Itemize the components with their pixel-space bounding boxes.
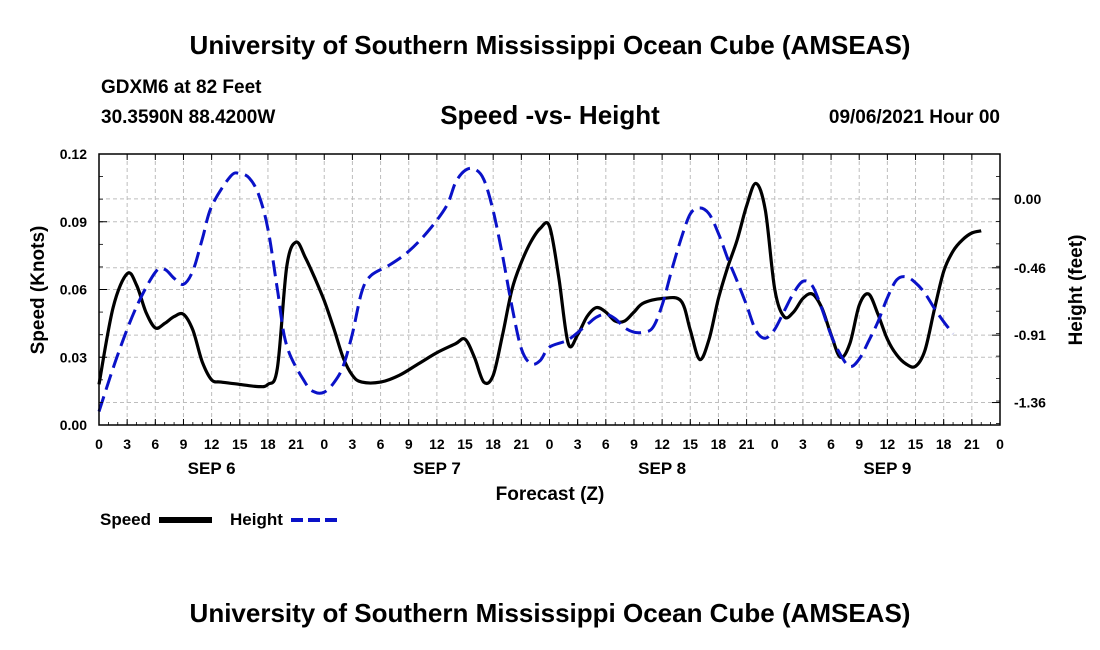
y2-tick-label: -1.36: [1014, 395, 1046, 411]
x-tick-label: 15: [232, 436, 248, 452]
legend-height-label: Height: [230, 510, 283, 529]
x-day-label: SEP 7: [413, 459, 461, 478]
y-axis-label: Speed (Knots): [28, 226, 49, 355]
height-series-line: [97, 166, 955, 412]
x-tick-label: 3: [799, 436, 807, 452]
x-tick-label: 0: [320, 436, 328, 452]
x-tick-label: 21: [514, 436, 530, 452]
x-tick-label: 12: [204, 436, 220, 452]
y-tick-label: 0.06: [60, 282, 87, 298]
x-tick-label: 18: [260, 436, 276, 452]
x-tick-label: 3: [123, 436, 131, 452]
series-layer: [97, 166, 982, 412]
x-tick-label: 12: [429, 436, 445, 452]
chart-subtitle: Speed -vs- Height: [440, 100, 660, 130]
x-tick-label: 12: [880, 436, 896, 452]
x-tick-label: 21: [288, 436, 304, 452]
x-day-label: SEP 9: [863, 459, 911, 478]
grid-layer: [99, 154, 1000, 425]
x-tick-label: 6: [827, 436, 835, 452]
y2-axis-label: Height (feet): [1066, 235, 1087, 346]
legend: Speed Height: [100, 510, 342, 529]
x-tick-label: 3: [349, 436, 357, 452]
x-axis-label: Forecast (Z): [496, 484, 605, 505]
x-day-label: SEP 8: [638, 459, 686, 478]
top-title: University of Southern Mississippi Ocean…: [189, 30, 911, 60]
x-tick-label: 9: [405, 436, 413, 452]
x-tick-label: 12: [654, 436, 670, 452]
x-tick-label: 6: [151, 436, 159, 452]
x-tick-label: 9: [855, 436, 863, 452]
x-tick-label: 0: [996, 436, 1004, 452]
x-tick-label: 9: [630, 436, 638, 452]
x-tick-label: 0: [95, 436, 103, 452]
x-tick-label: 6: [602, 436, 610, 452]
x-tick-label: 15: [457, 436, 473, 452]
bottom-title: University of Southern Mississippi Ocean…: [189, 598, 911, 628]
legend-speed-label: Speed: [100, 510, 151, 529]
x-tick-label: 18: [936, 436, 952, 452]
x-tick-label: 18: [711, 436, 727, 452]
x-tick-label: 15: [908, 436, 924, 452]
x-tick-label: 18: [485, 436, 501, 452]
x-tick-label: 6: [377, 436, 385, 452]
x-tick-label: 21: [964, 436, 980, 452]
y-tick-label: 0.00: [60, 417, 87, 433]
y-tick-label: 0.09: [60, 214, 87, 230]
x-day-label: SEP 6: [188, 459, 236, 478]
speed-series-line: [97, 181, 982, 389]
x-tick-label: 0: [771, 436, 779, 452]
x-tick-label: 15: [682, 436, 698, 452]
x-tick-label: 3: [574, 436, 582, 452]
x-tick-label: 21: [739, 436, 755, 452]
x-tick-label: 0: [546, 436, 554, 452]
y-tick-label: 0.12: [60, 146, 87, 162]
y2-tick-label: 0.00: [1014, 191, 1041, 207]
station-coordinates: 30.3590N 88.4200W: [101, 107, 276, 128]
y2-tick-label: -0.46: [1014, 260, 1046, 276]
x-tick-label: 9: [180, 436, 188, 452]
station-label: GDXM6 at 82 Feet: [101, 77, 262, 98]
ticks-layer: 0 3 6 9 12 15 18 21 0 3 6 9 12 15 18 21 0 3 6 9 12 15 18 21 0 3 6 9…: [60, 146, 1046, 478]
y2-tick-label: -0.91: [1014, 327, 1046, 343]
y-tick-label: 0.03: [60, 349, 87, 365]
forecast-datetime: 09/06/2021 Hour 00: [828, 107, 1000, 128]
